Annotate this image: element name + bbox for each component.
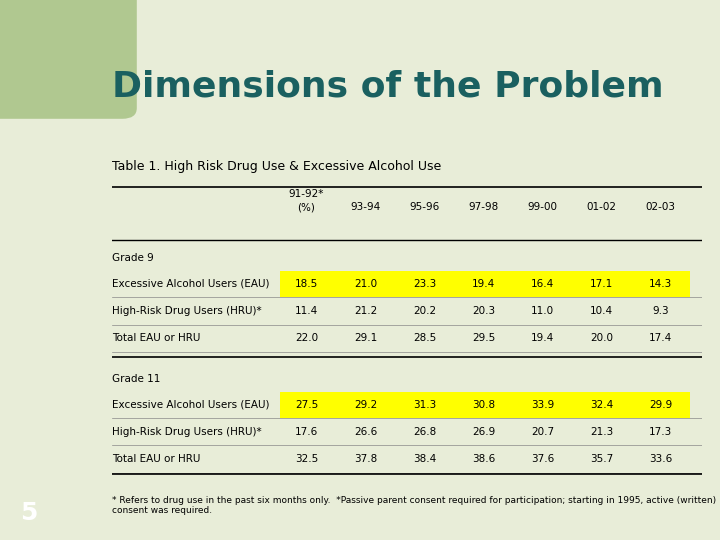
Text: 16.4: 16.4 [531, 279, 554, 289]
Text: Grade 11: Grade 11 [112, 374, 160, 384]
Text: 97-98: 97-98 [469, 202, 499, 212]
Text: 17.4: 17.4 [649, 333, 672, 343]
Text: 19.4: 19.4 [531, 333, 554, 343]
Text: 20.7: 20.7 [531, 427, 554, 437]
Text: High-Risk Drug Users (HRU)*: High-Risk Drug Users (HRU)* [112, 427, 261, 437]
Text: 35.7: 35.7 [590, 454, 613, 464]
Text: 11.4: 11.4 [294, 306, 318, 316]
FancyBboxPatch shape [280, 392, 690, 417]
Text: 29.5: 29.5 [472, 333, 495, 343]
Text: 33.6: 33.6 [649, 454, 672, 464]
Text: Table 1. High Risk Drug Use & Excessive Alcohol Use: Table 1. High Risk Drug Use & Excessive … [112, 160, 441, 173]
Text: 27.5: 27.5 [294, 400, 318, 410]
Text: 37.6: 37.6 [531, 454, 554, 464]
Text: 29.2: 29.2 [354, 400, 377, 410]
FancyBboxPatch shape [280, 271, 690, 297]
Text: 17.6: 17.6 [294, 427, 318, 437]
Text: 20.2: 20.2 [413, 306, 436, 316]
Text: 28.5: 28.5 [413, 333, 436, 343]
Text: 20.3: 20.3 [472, 306, 495, 316]
Text: 5: 5 [20, 501, 37, 525]
Text: 21.2: 21.2 [354, 306, 377, 316]
Text: 99-00: 99-00 [528, 202, 557, 212]
Text: Excessive Alcohol Users (EAU): Excessive Alcohol Users (EAU) [112, 400, 269, 410]
Text: 19.4: 19.4 [472, 279, 495, 289]
Text: Dimensions of the Problem: Dimensions of the Problem [112, 70, 663, 103]
Text: 38.4: 38.4 [413, 454, 436, 464]
Text: 21.0: 21.0 [354, 279, 377, 289]
Text: 21.3: 21.3 [590, 427, 613, 437]
Text: 37.8: 37.8 [354, 454, 377, 464]
Text: 32.5: 32.5 [294, 454, 318, 464]
Text: 95-96: 95-96 [410, 202, 440, 212]
Text: 11.0: 11.0 [531, 306, 554, 316]
Text: 30.8: 30.8 [472, 400, 495, 410]
Text: High-Risk Drug Users (HRU)*: High-Risk Drug Users (HRU)* [112, 306, 261, 316]
Text: 20.0: 20.0 [590, 333, 613, 343]
Text: consent was required.: consent was required. [112, 506, 212, 515]
Text: 26.8: 26.8 [413, 427, 436, 437]
Text: 31.3: 31.3 [413, 400, 436, 410]
Text: 32.4: 32.4 [590, 400, 613, 410]
Text: 01-02: 01-02 [587, 202, 616, 212]
Text: 38.6: 38.6 [472, 454, 495, 464]
Text: 14.3: 14.3 [649, 279, 672, 289]
Text: 02-03: 02-03 [646, 202, 675, 212]
Text: 33.9: 33.9 [531, 400, 554, 410]
Text: * Refers to drug use in the past six months only.  *Passive parent consent requi: * Refers to drug use in the past six mon… [112, 496, 716, 505]
Text: 26.9: 26.9 [472, 427, 495, 437]
Text: 29.9: 29.9 [649, 400, 672, 410]
Text: 18.5: 18.5 [294, 279, 318, 289]
Text: (%): (%) [297, 202, 315, 212]
Text: Total EAU or HRU: Total EAU or HRU [112, 333, 200, 343]
Text: 23.3: 23.3 [413, 279, 436, 289]
Text: Grade 9: Grade 9 [112, 253, 153, 264]
Text: Total EAU or HRU: Total EAU or HRU [112, 454, 200, 464]
Text: Excessive Alcohol Users (EAU): Excessive Alcohol Users (EAU) [112, 279, 269, 289]
Text: 9.3: 9.3 [652, 306, 669, 316]
Text: 91-92*: 91-92* [289, 189, 324, 199]
Text: 17.1: 17.1 [590, 279, 613, 289]
Text: 29.1: 29.1 [354, 333, 377, 343]
Text: 93-94: 93-94 [351, 202, 381, 212]
Text: 22.0: 22.0 [295, 333, 318, 343]
Text: 10.4: 10.4 [590, 306, 613, 316]
Text: 17.3: 17.3 [649, 427, 672, 437]
Text: 26.6: 26.6 [354, 427, 377, 437]
